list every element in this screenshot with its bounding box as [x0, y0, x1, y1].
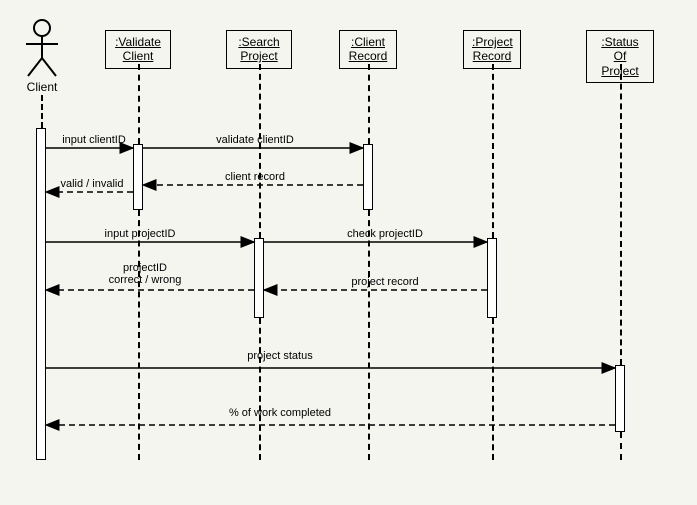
actor-client: Client [22, 18, 62, 94]
lifeline-dash-search [259, 64, 261, 238]
msg-projectid-correct: projectID correct / wrong [90, 262, 200, 286]
msg-validate-clientid: validate clientID [200, 134, 310, 146]
lifeline-project-record: :Project Record [463, 30, 521, 69]
msg-input-clientid: input clientID [54, 134, 134, 146]
lifeline-dash-validate2 [138, 210, 140, 460]
activation-crecord [363, 144, 373, 210]
msg-valid-invalid: valid / invalid [52, 178, 132, 190]
actor-label: Client [22, 80, 62, 94]
activation-client [36, 128, 46, 460]
msg-client-record: client record [210, 171, 300, 183]
lifeline-dash-status2 [620, 432, 622, 460]
msg-work-completed: % of work completed [200, 407, 360, 419]
activation-status [615, 365, 625, 432]
lifeline-dash-crecord2 [368, 210, 370, 460]
lifeline-validate-client: :Validate Client [105, 30, 171, 69]
lifeline-client-record: :Client Record [339, 30, 397, 69]
lifeline-dash-status [620, 64, 622, 365]
sequence-diagram-canvas: Client :Validate Client :Search Project … [0, 0, 697, 505]
msg-input-projectid: input projectID [90, 228, 190, 240]
activation-validate [133, 144, 143, 210]
lifeline-dash-search2 [259, 318, 261, 460]
msg-check-projectid: check projectID [330, 228, 440, 240]
lifeline-dash-precord [492, 64, 494, 238]
lifeline-dash-client [41, 95, 43, 128]
lifeline-dash-precord2 [492, 318, 494, 460]
stick-figure-icon [22, 18, 62, 78]
activation-search [254, 238, 264, 318]
activation-precord [487, 238, 497, 318]
lifeline-search-project: :Search Project [226, 30, 292, 69]
msg-project-status: project status [220, 350, 340, 362]
lifeline-dash-crecord [368, 64, 370, 144]
lifeline-dash-validate [138, 64, 140, 144]
msg-project-record: project record [335, 276, 435, 288]
